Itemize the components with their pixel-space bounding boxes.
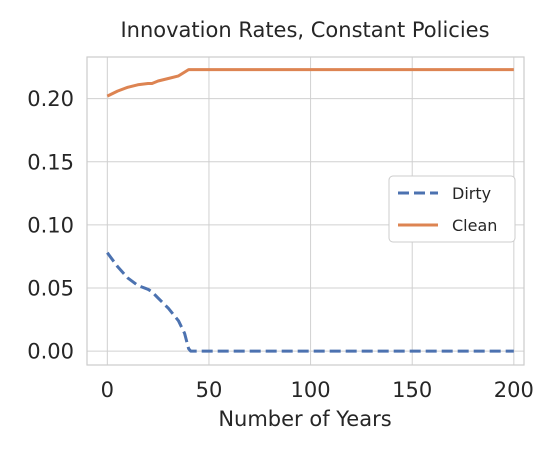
plot-frame [86, 56, 525, 366]
x-axis-label: Number of Years [218, 407, 391, 431]
series [106, 68, 514, 353]
x-tick-label: 150 [392, 378, 432, 402]
series-line-clean [106, 68, 514, 98]
series-line-dirty [106, 251, 514, 353]
y-tick-label: 0.05 [27, 277, 74, 301]
x-tick-label: 100 [291, 378, 331, 402]
tick-labels: 0 50 100 150 200 0.00 0.05 0.10 0.15 0.20 [27, 87, 534, 402]
chart-title: Innovation Rates, Constant Policies [120, 18, 489, 42]
x-tick-label: 50 [196, 378, 223, 402]
y-tick-label: 0.10 [27, 213, 74, 237]
x-tick-label: 0 [101, 378, 114, 402]
legend-label-dirty: Dirty [452, 184, 491, 203]
legend-label-clean: Clean [452, 216, 497, 235]
y-tick-label: 0.00 [27, 340, 74, 364]
x-tick-label: 200 [494, 378, 534, 402]
legend: Dirty Clean [388, 175, 516, 243]
y-tick-label: 0.20 [27, 87, 74, 111]
y-tick-label: 0.15 [27, 150, 74, 174]
